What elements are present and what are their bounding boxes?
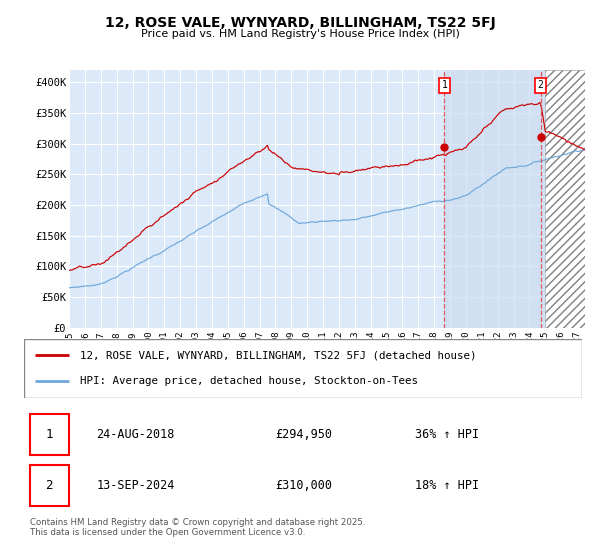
Text: £294,950: £294,950 — [275, 428, 332, 441]
Bar — [545, 70, 585, 328]
Text: 1: 1 — [442, 80, 448, 90]
Text: Price paid vs. HM Land Registry's House Price Index (HPI): Price paid vs. HM Land Registry's House … — [140, 29, 460, 39]
Text: 12, ROSE VALE, WYNYARD, BILLINGHAM, TS22 5FJ: 12, ROSE VALE, WYNYARD, BILLINGHAM, TS22… — [104, 16, 496, 30]
Bar — [545, 70, 585, 328]
Text: 2: 2 — [538, 80, 544, 90]
Text: 12, ROSE VALE, WYNYARD, BILLINGHAM, TS22 5FJ (detached house): 12, ROSE VALE, WYNYARD, BILLINGHAM, TS22… — [80, 350, 476, 360]
Text: 1: 1 — [46, 428, 53, 441]
Text: £310,000: £310,000 — [275, 479, 332, 492]
FancyBboxPatch shape — [29, 414, 68, 455]
Text: 36% ↑ HPI: 36% ↑ HPI — [415, 428, 479, 441]
Text: 18% ↑ HPI: 18% ↑ HPI — [415, 479, 479, 492]
Bar — [445, 70, 545, 328]
FancyBboxPatch shape — [29, 465, 68, 506]
Text: HPI: Average price, detached house, Stockton-on-Tees: HPI: Average price, detached house, Stoc… — [80, 376, 418, 386]
Text: 2: 2 — [46, 479, 53, 492]
Text: 24-AUG-2018: 24-AUG-2018 — [97, 428, 175, 441]
Text: Contains HM Land Registry data © Crown copyright and database right 2025.
This d: Contains HM Land Registry data © Crown c… — [29, 518, 365, 538]
Text: 13-SEP-2024: 13-SEP-2024 — [97, 479, 175, 492]
FancyBboxPatch shape — [24, 339, 582, 398]
